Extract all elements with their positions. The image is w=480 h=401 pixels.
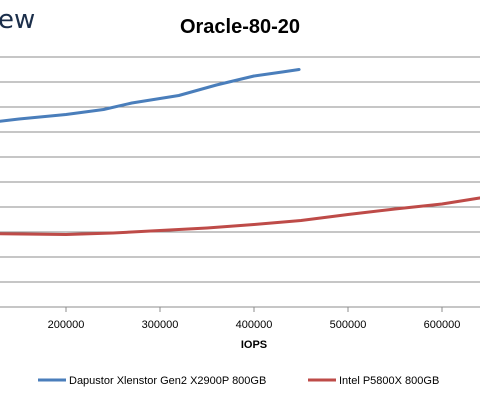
- legend: Dapustor Xlenstor Gen2 X2900P 800GB Intel…: [38, 375, 439, 387]
- x-tick-label: 600000: [424, 319, 461, 331]
- gridlines: [0, 56, 480, 283]
- chart-title: Oracle-80-20: [180, 16, 300, 38]
- series-line-1: [0, 68, 301, 123]
- x-axis-ticks: 200000 300000 400000 500000 600000: [48, 307, 461, 331]
- legend-label-1: Dapustor Xlenstor Gen2 X2900P 800GB: [69, 375, 266, 387]
- x-axis-title: IOPS: [241, 339, 267, 351]
- watermark-logo-text: ew: [0, 5, 35, 35]
- legend-label-2: Intel P5800X 800GB: [339, 375, 439, 387]
- series-lines: [0, 68, 480, 236]
- x-tick-label: 300000: [142, 319, 179, 331]
- x-tick-label: 200000: [48, 319, 85, 331]
- series-line-2: [0, 196, 480, 236]
- x-tick-label: 500000: [330, 319, 367, 331]
- x-tick-label: 400000: [236, 319, 273, 331]
